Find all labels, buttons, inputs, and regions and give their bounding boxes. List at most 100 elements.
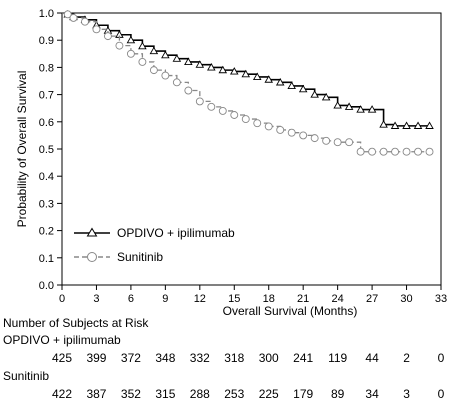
censor-marker-sunitinib bbox=[345, 138, 354, 147]
legend: OPDIVO + ipilimumab Sunitinib bbox=[74, 226, 235, 264]
risk-count-cell: 241 bbox=[293, 351, 313, 365]
censor-marker-opdivo bbox=[310, 90, 319, 98]
risk-count-cell: 89 bbox=[331, 387, 345, 401]
censor-marker-opdivo bbox=[390, 121, 400, 129]
x-tick-label: 3 bbox=[93, 293, 99, 305]
censor-marker-opdivo bbox=[321, 92, 331, 101]
censor-marker-opdivo bbox=[287, 81, 296, 89]
legend-label-sunitinib: Sunitinib bbox=[117, 250, 163, 264]
risk-count-cell: 288 bbox=[190, 387, 210, 401]
censor-marker-sunitinib bbox=[149, 66, 158, 75]
censor-marker-sunitinib bbox=[287, 128, 296, 137]
risk-counts: 425 399 372 348 332 318 300 241 119 44 2 0 422 387 352… bbox=[52, 351, 445, 401]
censor-marker-opdivo bbox=[218, 65, 228, 74]
censor-marker-sunitinib bbox=[69, 13, 78, 22]
y-tick-label: 0.4 bbox=[39, 171, 54, 183]
censor-marker-opdivo bbox=[241, 69, 251, 78]
censor-marker-opdivo bbox=[356, 105, 365, 113]
risk-table-title: Number of Subjects at Risk bbox=[3, 316, 149, 330]
risk-count-cell: 332 bbox=[190, 351, 210, 365]
censor-marker-opdivo bbox=[138, 41, 147, 50]
censor-marker-opdivo bbox=[275, 77, 285, 86]
x-tick-label: 21 bbox=[297, 293, 309, 305]
censor-marker-opdivo bbox=[195, 60, 205, 68]
censor-marker-opdivo bbox=[149, 46, 159, 55]
risk-count-cell: 2 bbox=[403, 351, 410, 365]
risk-count-cell: 399 bbox=[86, 351, 106, 365]
censor-marker-sunitinib bbox=[379, 147, 388, 156]
censor-marker-opdivo bbox=[298, 84, 308, 93]
risk-count-cell: 372 bbox=[121, 351, 141, 365]
censor-marker-sunitinib bbox=[218, 106, 227, 115]
censor-marker-sunitinib bbox=[230, 111, 239, 119]
censor-marker-sunitinib bbox=[161, 71, 170, 80]
censor-marker-sunitinib bbox=[138, 58, 147, 66]
risk-count-cell: 34 bbox=[365, 387, 379, 401]
risk-count-cell: 387 bbox=[86, 387, 106, 401]
censor-marker-sunitinib bbox=[333, 138, 342, 147]
y-tick-label: 1.0 bbox=[39, 8, 54, 20]
censor-marker-opdivo bbox=[184, 57, 193, 66]
censor-marker-sunitinib bbox=[402, 147, 411, 156]
censor-marker-opdivo bbox=[207, 62, 216, 71]
y-axis-title: Probability of Overall Survival bbox=[15, 71, 29, 228]
censor-marker-sunitinib bbox=[368, 147, 377, 156]
censor-marker-opdivo bbox=[344, 102, 354, 110]
y-tick-label: 0.1 bbox=[39, 253, 54, 265]
censor-marker-sunitinib bbox=[310, 134, 319, 143]
censor-marker-opdivo bbox=[367, 105, 377, 113]
censor-marker-sunitinib bbox=[81, 17, 89, 26]
series-layer bbox=[62, 9, 434, 156]
censor-marker-sunitinib bbox=[184, 86, 193, 95]
risk-table: Number of Subjects at Risk OPDIVO + ipil… bbox=[3, 316, 445, 401]
x-tick-label: 27 bbox=[366, 293, 378, 305]
y-axis: 0.0 0.1 0.2 0.3 0.4 0.5 0.6 0.7 0.8 0.9 1.0 bbox=[39, 8, 62, 292]
risk-group-label-opdivo: OPDIVO + ipilimumab bbox=[3, 333, 121, 347]
censor-marker-opdivo bbox=[333, 101, 342, 109]
risk-count-cell: 119 bbox=[328, 351, 347, 365]
risk-count-cell: 253 bbox=[224, 387, 244, 401]
censor-marker-opdivo bbox=[379, 120, 388, 128]
censor-marker-sunitinib bbox=[92, 25, 101, 34]
censor-marker-opdivo bbox=[229, 67, 239, 75]
risk-group-label-sunitinib: Sunitinib bbox=[3, 369, 49, 383]
censor-marker-sunitinib bbox=[126, 49, 135, 58]
censor-marker-sunitinib bbox=[103, 32, 112, 41]
y-tick-label: 0.9 bbox=[39, 35, 54, 47]
censor-marker-sunitinib bbox=[322, 136, 331, 145]
censor-marker-opdivo bbox=[161, 50, 170, 59]
censor-marker-sunitinib bbox=[63, 10, 72, 19]
risk-count-cell: 348 bbox=[155, 351, 175, 365]
x-tick-label: 24 bbox=[332, 293, 344, 305]
risk-count-cell: 315 bbox=[155, 387, 175, 401]
censor-marker-opdivo bbox=[264, 75, 274, 83]
risk-count-cell: 44 bbox=[365, 351, 379, 365]
censor-marker-opdivo bbox=[252, 72, 262, 80]
censor-marker-sunitinib bbox=[264, 122, 273, 131]
x-axis-title: Overall Survival (Months) bbox=[223, 304, 358, 318]
series-line-opdivo bbox=[62, 12, 430, 127]
censor-marker-sunitinib bbox=[207, 102, 216, 111]
y-tick-label: 0.3 bbox=[39, 198, 54, 210]
x-tick-label: 6 bbox=[128, 293, 134, 305]
censor-marker-sunitinib bbox=[425, 147, 434, 156]
risk-count-cell: 300 bbox=[259, 351, 279, 365]
legend-circle-marker bbox=[87, 252, 97, 262]
x-tick-label: 12 bbox=[194, 293, 206, 305]
y-tick-label: 0.8 bbox=[39, 62, 54, 74]
y-tick-label: 0.7 bbox=[39, 90, 54, 102]
censor-marker-sunitinib bbox=[241, 115, 250, 124]
risk-count-cell: 3 bbox=[403, 387, 410, 401]
series-line-sunitinib bbox=[62, 12, 430, 153]
x-tick-label: 30 bbox=[400, 293, 412, 305]
x-tick-label: 15 bbox=[228, 293, 240, 305]
censor-marker-sunitinib bbox=[172, 78, 181, 87]
y-tick-label: 0.0 bbox=[39, 280, 54, 292]
censor-marker-sunitinib bbox=[115, 41, 124, 50]
risk-count-cell: 0 bbox=[438, 351, 445, 365]
risk-count-cell: 225 bbox=[259, 387, 279, 401]
censor-marker-sunitinib bbox=[414, 147, 422, 156]
censor-marker-opdivo bbox=[172, 54, 182, 62]
censor-marker-sunitinib bbox=[253, 119, 262, 128]
